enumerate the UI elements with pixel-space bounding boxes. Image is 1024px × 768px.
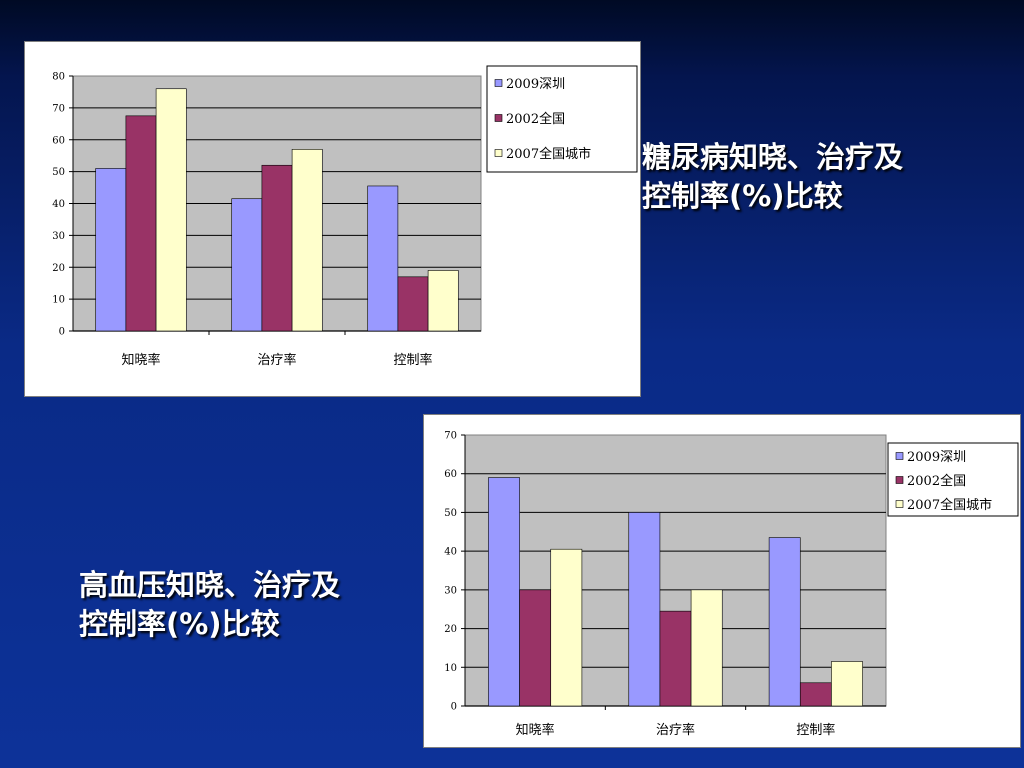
- hypertension-chart-title: 高血压知晓、治疗及 控制率(%)比较: [79, 566, 340, 644]
- bar: [628, 512, 661, 707]
- diabetes-title-line1: 糖尿病知晓、治疗及: [642, 140, 904, 174]
- y-tick-label: 30: [52, 231, 65, 242]
- y-tick-label: 40: [52, 199, 65, 210]
- bar: [397, 276, 429, 332]
- y-tick-label: 10: [52, 295, 65, 306]
- bar: [155, 88, 187, 332]
- category-label: 治疗率: [656, 722, 695, 738]
- bar: [95, 168, 127, 332]
- y-tick-label: 70: [52, 103, 65, 114]
- y-tick-label: 20: [52, 263, 65, 274]
- legend-label: 2009深圳: [907, 450, 966, 465]
- bar: [125, 115, 157, 332]
- bar: [799, 682, 832, 707]
- legend-label: 2002全国: [907, 473, 966, 489]
- hypertension-chart-panel: 0 10 20 30 40 50 60 70 知晓率 治疗率 控制率 2009深圳 2002全国 2007…: [423, 414, 1021, 748]
- diabetes-title-line2: 控制率(%)比较: [642, 179, 843, 213]
- y-tick-label: 80: [52, 72, 65, 83]
- diabetes-bar-chart: 0 10 20 30 40 50 60 70 80 知晓率 治疗率 控制率 2009深圳 2002全国 20…: [52, 65, 638, 368]
- hypertension-title-line1: 高血压知晓、治疗及: [79, 568, 341, 602]
- legend-swatch: [895, 452, 904, 460]
- legend-label: 2009深圳: [506, 77, 565, 92]
- bar: [768, 537, 801, 707]
- legend-swatch: [494, 149, 503, 157]
- y-tick-label: 10: [444, 663, 457, 674]
- diabetes-chart-title: 糖尿病知晓、治疗及 控制率(%)比较: [642, 138, 903, 216]
- legend-box: [887, 442, 1019, 517]
- legend-box: [486, 65, 638, 173]
- y-tick-label: 50: [52, 167, 65, 178]
- y-tick-label: 70: [444, 431, 457, 442]
- y-tick-label: 20: [444, 624, 457, 635]
- y-tick-label: 30: [444, 585, 457, 596]
- bar: [291, 149, 323, 332]
- diabetes-chart-panel: 0 10 20 30 40 50 60 70 80 知晓率 治疗率 控制率 2009深圳 2002全国 20…: [24, 41, 641, 397]
- bar: [488, 477, 520, 707]
- y-tick-label: 0: [59, 327, 65, 338]
- category-label: 控制率: [796, 722, 835, 738]
- hypertension-bar-chart: 0 10 20 30 40 50 60 70 知晓率 治疗率 控制率 2009深圳 2002全国 2007…: [444, 431, 1019, 738]
- bar: [550, 548, 583, 707]
- bar: [659, 610, 692, 707]
- legend-label: 2002全国: [506, 111, 565, 127]
- bar: [427, 270, 459, 332]
- bar: [367, 185, 399, 332]
- bar: [231, 198, 263, 332]
- category-label: 控制率: [393, 352, 432, 368]
- hypertension-title-line2: 控制率(%)比较: [79, 607, 280, 641]
- category-label: 治疗率: [257, 352, 296, 368]
- y-tick-label: 50: [444, 508, 457, 519]
- bar: [519, 589, 552, 707]
- legend-label: 2007全国城市: [907, 497, 992, 513]
- category-label: 知晓率: [121, 352, 160, 368]
- y-tick-label: 60: [52, 135, 65, 146]
- y-tick-label: 60: [444, 469, 457, 480]
- legend-swatch: [494, 79, 503, 87]
- legend-label: 2007全国城市: [506, 146, 591, 162]
- y-tick-label: 0: [451, 702, 457, 713]
- legend-swatch: [895, 476, 904, 484]
- y-tick-label: 40: [444, 547, 457, 558]
- legend-swatch: [494, 114, 503, 122]
- bar: [690, 589, 723, 707]
- legend-swatch: [895, 500, 904, 508]
- bar: [261, 164, 293, 332]
- category-label: 知晓率: [516, 722, 555, 738]
- bar: [831, 661, 863, 707]
